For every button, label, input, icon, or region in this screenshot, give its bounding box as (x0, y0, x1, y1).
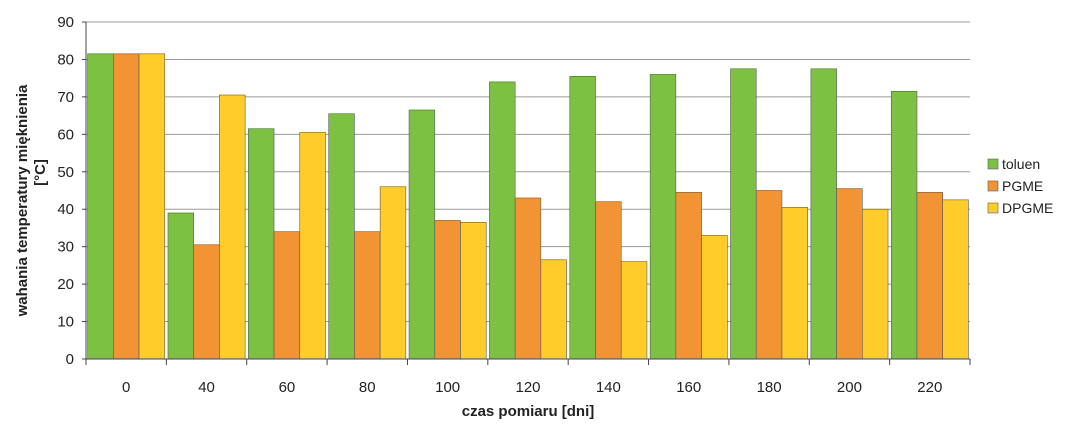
x-tick-label: 160 (676, 379, 701, 396)
bar-toluen-120 (489, 81, 516, 360)
bar-PGME-180 (755, 190, 783, 360)
x-tick-labels: 0 40 60 80 100 120 140 160 180 200 220 (85, 359, 971, 396)
x-tick-label: 60 (279, 379, 296, 396)
x-tick-label: 220 (917, 379, 942, 396)
bar-DPGME-100 (460, 222, 487, 360)
y-tick-labels: 0 10 20 30 40 50 60 70 80 90 (57, 14, 86, 368)
legend-swatch-DPGME (987, 202, 999, 214)
bars (87, 53, 969, 360)
bar-toluen-160 (649, 74, 677, 360)
bar-toluen-0 (87, 53, 114, 360)
x-tick-label: 40 (198, 379, 215, 396)
y-tick-label: 60 (57, 126, 74, 143)
y-tick-label: 0 (66, 351, 74, 368)
bar-PGME-40 (193, 244, 220, 360)
bar-toluen-60 (248, 128, 275, 360)
bar-PGME-0 (113, 53, 140, 360)
bar-DPGME-220 (942, 199, 969, 360)
y-axis-title-unit: [°C] (32, 159, 49, 186)
y-tick-label: 30 (57, 239, 74, 256)
x-tick-label: 0 (122, 379, 130, 396)
y-tick-label: 40 (57, 201, 74, 218)
x-tick-label: 180 (757, 379, 782, 396)
legend-label-PGME: PGME (1002, 178, 1043, 194)
y-tick-label: 70 (57, 89, 74, 106)
legend-label-toluen: toluen (1002, 156, 1040, 172)
legend-label-DPGME: DPGME (1002, 200, 1053, 216)
bar-DPGME-80 (379, 186, 407, 360)
bar-DPGME-180 (781, 207, 808, 360)
bar-DPGME-60 (299, 132, 326, 360)
bar-DPGME-200 (862, 208, 889, 360)
bar-DPGME-140 (620, 261, 648, 360)
y-tick-label: 50 (57, 164, 74, 181)
x-tick-label: 80 (359, 379, 376, 396)
bar-toluen-220 (890, 90, 918, 360)
bar-PGME-200 (836, 188, 863, 360)
legend-swatch-PGME (987, 180, 999, 192)
bar-toluen-180 (730, 68, 757, 360)
bar-PGME-100 (434, 220, 461, 360)
legend-swatch-toluen (987, 158, 999, 170)
bar-PGME-80 (354, 231, 381, 360)
bar-PGME-120 (514, 197, 542, 360)
y-tick-label: 90 (57, 14, 74, 31)
bar-toluen-80 (328, 113, 355, 360)
bar-DPGME-120 (540, 259, 567, 360)
y-tick-label: 80 (57, 51, 74, 68)
bar-DPGME-40 (219, 94, 246, 360)
bar-PGME-220 (916, 192, 943, 360)
bar-toluen-200 (810, 68, 837, 360)
y-tick-label: 10 (57, 314, 74, 331)
x-tick-label: 100 (435, 379, 460, 396)
bar-toluen-40 (167, 212, 194, 360)
x-tick-label: 200 (837, 379, 862, 396)
bar-DPGME-160 (701, 235, 728, 360)
bar-PGME-160 (675, 192, 702, 360)
bar-DPGME-0 (138, 53, 166, 360)
x-tick-label: 120 (515, 379, 540, 396)
bar-PGME-60 (273, 231, 301, 360)
legend: toluen PGME DPGME (987, 156, 1053, 216)
bar-toluen-100 (408, 109, 436, 360)
bar-toluen-140 (569, 75, 596, 360)
x-tick-label: 140 (596, 379, 621, 396)
x-axis-title: czas pomiaru [dni] (462, 403, 595, 420)
y-tick-label: 20 (57, 276, 74, 293)
bar-PGME-140 (595, 201, 622, 360)
y-axis-title: wahania temperatury mięknienia (14, 84, 31, 317)
